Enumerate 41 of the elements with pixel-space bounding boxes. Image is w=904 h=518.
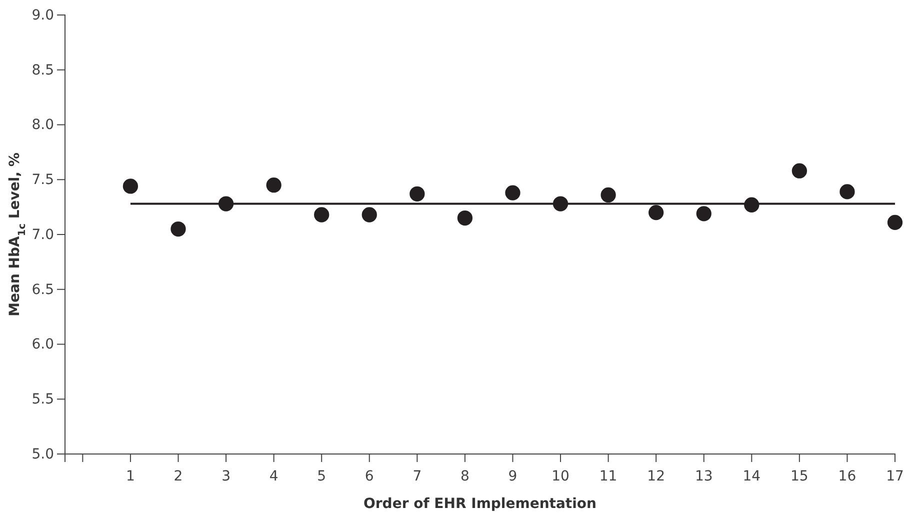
- y-tick-label: 5.5: [32, 392, 54, 408]
- point: [362, 207, 377, 222]
- x-tick-label: 8: [460, 468, 470, 484]
- point: [505, 185, 520, 200]
- point: [840, 184, 855, 200]
- x-tick-label: 17: [886, 468, 904, 484]
- point: [314, 207, 330, 222]
- x-tick-label: 2: [174, 468, 183, 484]
- x-tick-label: 6: [364, 468, 374, 484]
- x-tick-label: 10: [552, 468, 570, 484]
- point: [266, 178, 282, 193]
- y-tick-label: 7.0: [32, 226, 54, 243]
- y-tick-label: 9.0: [32, 7, 54, 24]
- point: [648, 204, 664, 220]
- point: [170, 221, 186, 237]
- x-axis-title: Order of EHR Implementation: [364, 496, 596, 512]
- x-tick-label: 1: [126, 468, 135, 484]
- point: [457, 210, 473, 226]
- x-tick-label: 5: [317, 468, 326, 484]
- point: [410, 186, 425, 202]
- x-tick-label: 7: [412, 468, 422, 484]
- point: [122, 178, 138, 194]
- point: [792, 163, 807, 178]
- y-tick-label: 5.0: [32, 446, 54, 462]
- y-tick-label: 6.5: [32, 282, 54, 298]
- x-tick-label: 16: [838, 468, 856, 484]
- x-tick-label: 9: [508, 468, 518, 484]
- x-tick-label: 4: [269, 468, 278, 484]
- x-tick-label: 3: [222, 468, 230, 484]
- y-tick-label: 6.0: [32, 336, 54, 353]
- x-tick-label: 11: [599, 468, 618, 484]
- point: [600, 187, 616, 203]
- point: [887, 214, 903, 230]
- point: [696, 206, 712, 222]
- y-tick-label: 8.5: [32, 62, 54, 78]
- x-tick-label: 15: [790, 468, 808, 484]
- x-tick-label: 13: [694, 468, 713, 484]
- y-tick-label: 8.0: [32, 117, 54, 134]
- x-tick-label: 14: [742, 468, 761, 484]
- y-tick-label: 7.5: [32, 172, 54, 188]
- x-tick-label: 12: [647, 468, 665, 484]
